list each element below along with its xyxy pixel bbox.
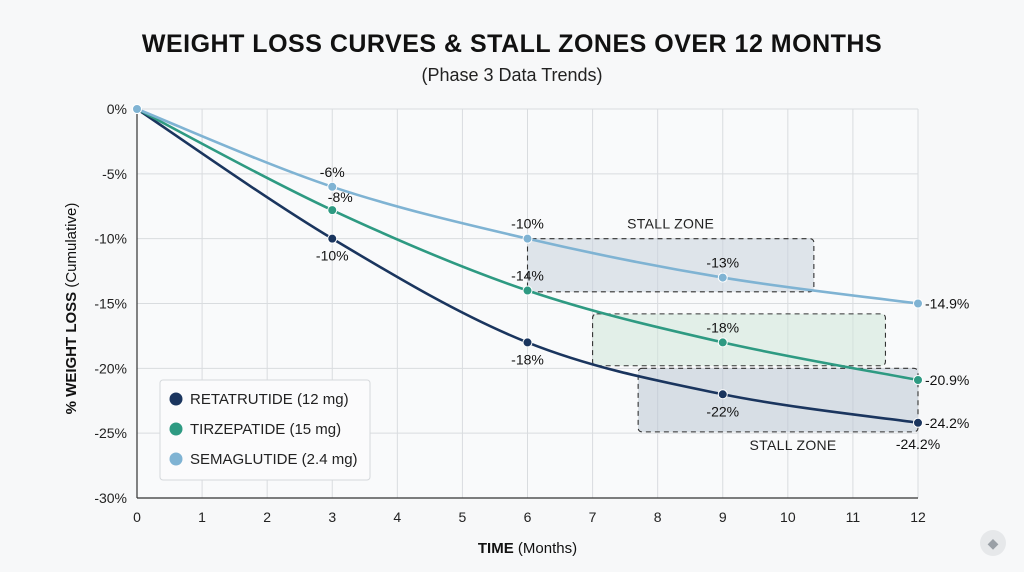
- x-axis-title: TIME (Months): [478, 540, 577, 557]
- data-label: -14%: [511, 268, 544, 284]
- legend-marker: [169, 392, 183, 406]
- data-point: [717, 272, 728, 283]
- end-label: -14.9%: [925, 296, 969, 312]
- data-label: -18%: [511, 351, 544, 367]
- x-tick-label: 7: [589, 509, 597, 525]
- x-tick-label: 0: [133, 509, 141, 525]
- legend-label: RETATRUTIDE (12 mg): [190, 391, 349, 408]
- end-label: -24.2%: [925, 415, 969, 431]
- watermark-icon: ◆: [980, 530, 1006, 556]
- x-tick-label: 6: [524, 509, 532, 525]
- stall-zone-label: STALL ZONE: [750, 437, 837, 453]
- x-tick-label: 9: [719, 509, 727, 525]
- data-label: -13%: [706, 255, 739, 271]
- legend-marker: [169, 452, 183, 466]
- stall-zone-1: [526, 238, 815, 293]
- x-tick-label: 1: [198, 509, 206, 525]
- x-tick-label: 8: [654, 509, 662, 525]
- x-tick-label: 5: [459, 509, 467, 525]
- data-point: [327, 181, 338, 192]
- y-tick-label: -20%: [94, 360, 127, 376]
- y-tick-label: -25%: [94, 425, 127, 441]
- data-point: [717, 337, 728, 348]
- x-tick-label: 10: [780, 509, 796, 525]
- x-tick-label: 12: [910, 509, 926, 525]
- legend-label: SEMAGLUTIDE (2.4 mg): [190, 451, 358, 468]
- data-point: [522, 337, 533, 348]
- data-point: [132, 104, 142, 114]
- stall-zone-label: STALL ZONE: [627, 216, 714, 232]
- data-point: [913, 298, 923, 309]
- stall-zone-2: [592, 313, 887, 367]
- data-point: [913, 375, 923, 386]
- chart-subtitle: (Phase 3 Data Trends): [421, 65, 603, 85]
- data-label: -24.2%: [896, 436, 940, 452]
- data-point: [327, 205, 338, 216]
- data-point: [522, 285, 533, 296]
- y-tick-label: -15%: [94, 296, 127, 312]
- data-label: -10%: [511, 216, 544, 232]
- legend-label: TIRZEPATIDE (15 mg): [190, 421, 341, 438]
- data-label: -18%: [706, 319, 739, 335]
- data-label: -10%: [316, 248, 349, 264]
- end-label: -20.9%: [925, 372, 969, 388]
- y-tick-label: -5%: [102, 166, 127, 182]
- legend: [159, 379, 371, 481]
- data-point: [717, 389, 728, 400]
- y-tick-label: -10%: [94, 231, 127, 247]
- stall-zone-3: [637, 367, 919, 433]
- data-point: [522, 233, 533, 244]
- data-point: [327, 233, 338, 244]
- data-label: -22%: [706, 403, 739, 419]
- y-tick-label: 0%: [107, 101, 127, 117]
- x-tick-label: 4: [393, 509, 401, 525]
- x-tick-label: 2: [263, 509, 271, 525]
- y-axis-title: % WEIGHT LOSS (Cumulative): [63, 203, 80, 415]
- x-tick-label: 3: [328, 509, 336, 525]
- data-label: -6%: [320, 164, 345, 180]
- legend-marker: [169, 422, 183, 436]
- x-tick-label: 11: [846, 509, 861, 525]
- data-label: -8%: [328, 189, 353, 205]
- y-tick-label: -30%: [94, 490, 127, 506]
- data-point: [913, 417, 923, 428]
- chart-title: WEIGHT LOSS CURVES & STALL ZONES OVER 12…: [141, 30, 883, 58]
